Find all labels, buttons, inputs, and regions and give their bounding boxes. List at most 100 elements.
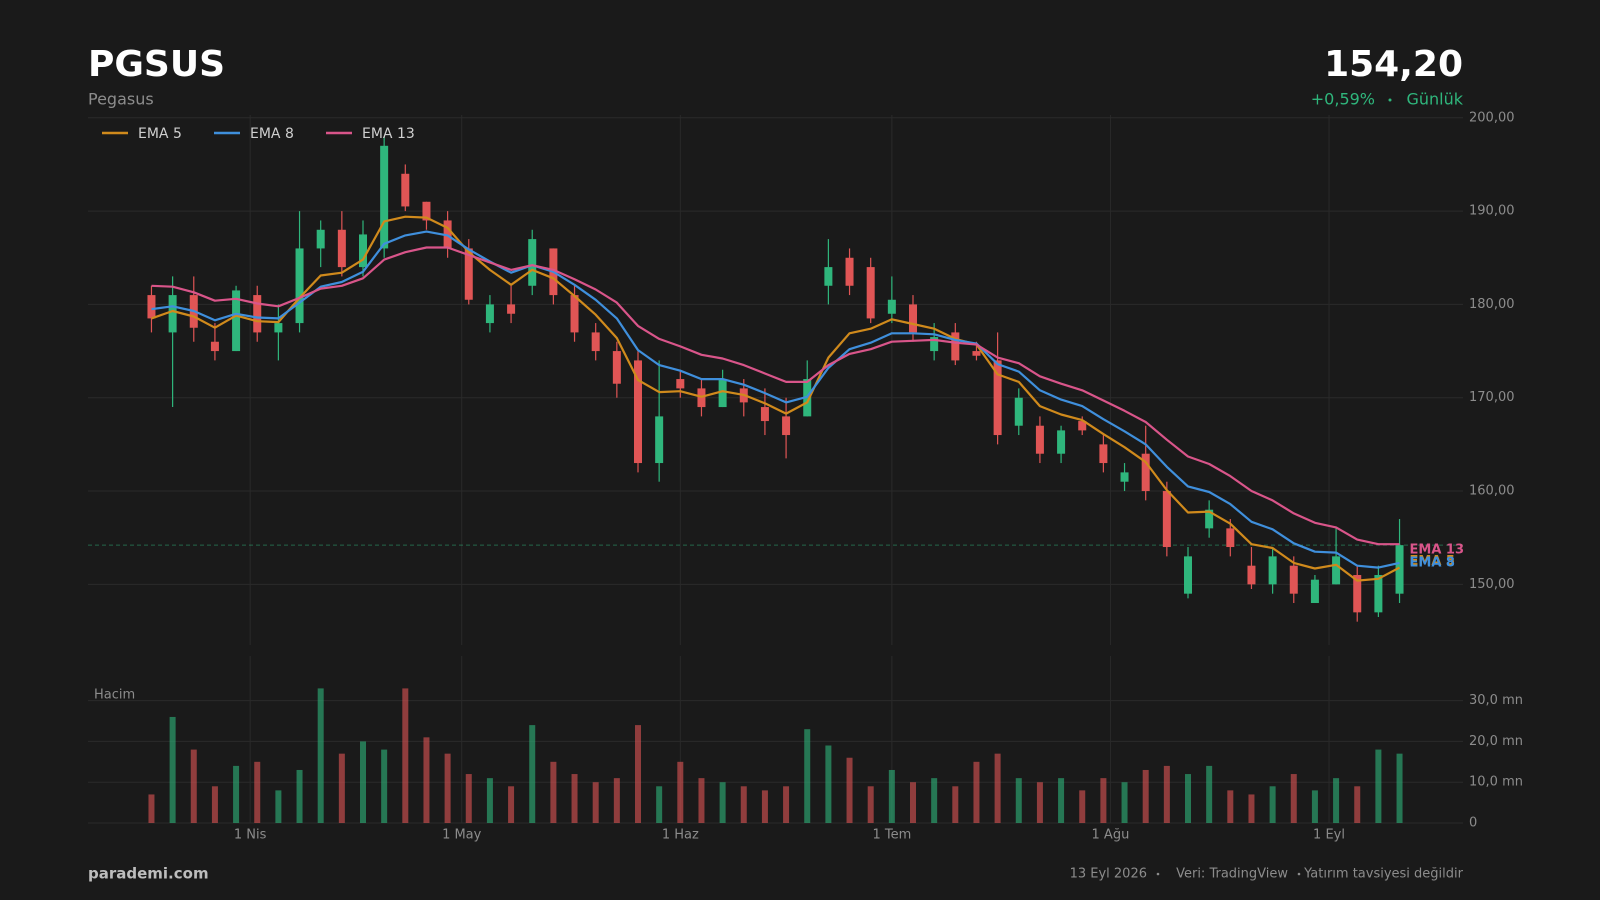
candle-body <box>655 416 664 464</box>
volume-bar <box>804 729 811 823</box>
volume-bar <box>1290 774 1297 823</box>
legend-label: EMA 8 <box>250 126 294 142</box>
ema-end-label: EMA 8 <box>1410 555 1455 570</box>
volume-bar <box>1058 778 1065 823</box>
legend-label: EMA 13 <box>362 126 415 142</box>
candle-body <box>782 416 791 436</box>
volume-bar <box>360 741 366 823</box>
volume-bar <box>402 688 409 823</box>
volume-bar <box>529 725 536 823</box>
separator <box>1156 872 1160 876</box>
volume-bar <box>571 774 578 823</box>
candle-body <box>1332 556 1341 585</box>
candle-body <box>1268 556 1277 585</box>
volume-bar <box>867 786 874 823</box>
ema-line <box>151 215 1401 582</box>
candle-body <box>1184 556 1192 594</box>
candle-body <box>1120 472 1129 482</box>
volume-bar <box>1333 778 1340 823</box>
candle-body <box>1205 509 1214 529</box>
candle-body <box>676 379 685 389</box>
candle-body <box>887 299 896 314</box>
candle-body <box>359 234 367 268</box>
volume-bar <box>1121 782 1128 823</box>
volume-bar <box>1015 778 1022 823</box>
candle-body <box>760 407 769 422</box>
candle-body <box>1289 565 1298 594</box>
candle-body <box>464 248 473 300</box>
candle-body <box>1035 425 1044 454</box>
candle-body <box>1247 565 1256 585</box>
volume-bar <box>1311 790 1318 823</box>
candle-body <box>1310 579 1319 604</box>
candle-body <box>591 332 600 352</box>
ema-line <box>151 230 1400 569</box>
company: Pegasus <box>88 90 154 109</box>
volume-bar <box>1100 778 1107 823</box>
candle-body <box>1014 397 1023 426</box>
y-tick-label: 150,00 <box>1469 577 1515 592</box>
volume-bar <box>910 782 916 823</box>
volume-bar <box>1079 790 1086 823</box>
candle-body <box>930 337 939 352</box>
candle-body <box>718 379 727 408</box>
candle-body <box>380 145 389 249</box>
volume-tick-label: 20,0 mn <box>1469 734 1523 749</box>
candle-body <box>951 332 960 361</box>
volume-bar <box>486 778 493 823</box>
candle-body <box>337 229 346 268</box>
candle-body <box>253 295 262 333</box>
y-tick-label: 190,00 <box>1469 204 1515 219</box>
volume-bar <box>1142 769 1149 823</box>
candle-body <box>634 360 642 464</box>
ema-end-label: EMA 13 <box>1410 543 1465 558</box>
candle-body <box>295 248 304 324</box>
volume-bar <box>1206 765 1213 823</box>
volume-bar <box>1354 786 1361 823</box>
volume-bar <box>931 778 938 823</box>
candle-body <box>1057 430 1066 454</box>
y-tick-label: 180,00 <box>1469 297 1515 312</box>
volume-bar <box>825 745 832 823</box>
footer-disclaimer: Yatırım tavsiyesi değildir <box>1303 867 1464 882</box>
candle-body <box>612 351 621 384</box>
volume-bar <box>761 790 768 823</box>
volume-tick-label: 0 <box>1469 816 1477 831</box>
volume-bar <box>846 757 853 823</box>
interval: Günlük <box>1406 90 1463 109</box>
x-tick-label: 1 Eyl <box>1313 828 1345 843</box>
volume-bar <box>444 753 451 823</box>
candle-body <box>1162 491 1171 548</box>
volume-bar <box>1227 790 1234 823</box>
candle-body <box>866 267 875 319</box>
x-tick-label: 1 Tem <box>872 828 911 843</box>
x-tick-label: 1 Nis <box>234 828 267 843</box>
footer-source: Veri: TradingView <box>1176 867 1288 882</box>
y-tick-label: 160,00 <box>1469 484 1515 499</box>
volume-bar <box>423 737 430 823</box>
volume-bar <box>317 688 324 823</box>
volume-bar <box>296 769 303 823</box>
volume-bar <box>719 782 726 823</box>
candle-body <box>1374 575 1383 613</box>
change: +0,59% <box>1311 90 1375 109</box>
candle-body <box>528 239 537 286</box>
volume-tick-label: 30,0 mn <box>1469 693 1523 708</box>
volume-bar <box>1269 786 1276 823</box>
volume-bar <box>254 761 261 823</box>
volume-bar <box>275 790 282 823</box>
ema-end-label: EMA 5 <box>1410 554 1455 569</box>
candle-body <box>845 257 854 286</box>
volume-bar <box>233 765 240 823</box>
volume-bar <box>381 749 388 823</box>
brand: parademi.com <box>88 865 209 883</box>
volume-bar <box>994 753 1001 823</box>
volume-bar <box>550 761 557 823</box>
volume-bar <box>465 774 472 823</box>
volume-bar <box>888 769 895 823</box>
candle-body <box>401 173 410 207</box>
candle-body <box>909 304 917 333</box>
candle-body <box>824 267 833 286</box>
